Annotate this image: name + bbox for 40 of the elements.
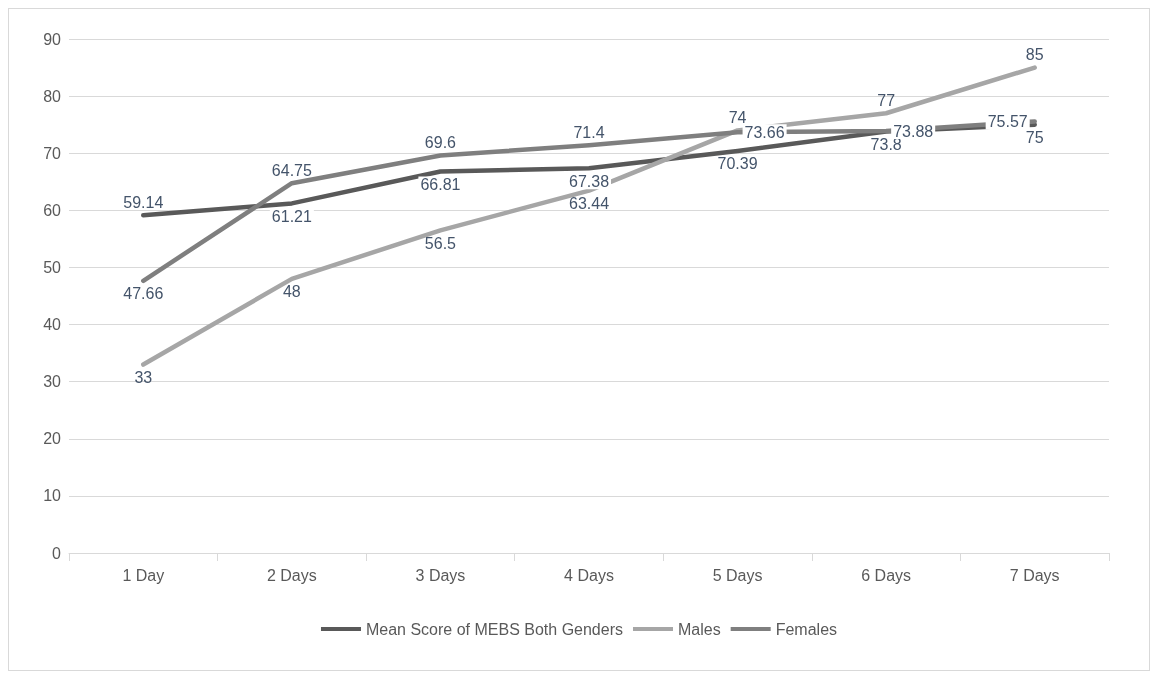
y-tick-label: 50	[43, 258, 62, 276]
y-tick-label: 90	[43, 30, 62, 48]
x-tick-label: 5 Days	[712, 566, 763, 584]
data-label: 61.21	[271, 207, 312, 225]
y-tick-label: 20	[43, 430, 62, 448]
data-label: 85	[1025, 46, 1044, 64]
legend-label: Mean Score of MEBS Both Genders	[365, 620, 623, 638]
data-label: 47.66	[123, 285, 164, 303]
x-tick-label: 2 Days	[266, 566, 317, 584]
data-label: 64.75	[271, 161, 312, 179]
data-label: 56.5	[424, 234, 457, 252]
data-label: 66.81	[420, 175, 461, 193]
legend-label: Males	[677, 620, 721, 638]
data-label: 63.44	[568, 195, 610, 213]
data-label: 71.4	[573, 123, 605, 141]
y-tick-label: 10	[43, 487, 62, 505]
data-label: 67.38	[568, 172, 610, 190]
data-label: 77	[877, 91, 896, 109]
y-tick-label: 30	[43, 373, 62, 391]
data-label: 59.14	[123, 193, 164, 211]
x-tick-label: 3 Days	[415, 566, 466, 584]
data-label: 73.88	[893, 122, 934, 140]
y-tick-label: 80	[43, 87, 62, 105]
data-label: 33	[134, 369, 153, 387]
data-label: 69.6	[424, 134, 457, 152]
data-label: 75.57	[987, 112, 1028, 130]
y-tick-label: 70	[43, 144, 62, 162]
x-tick-label: 1 Day	[122, 566, 165, 584]
x-tick-label: 4 Days	[564, 566, 614, 584]
legend-label: Females	[775, 620, 838, 638]
y-tick-label: 0	[52, 544, 62, 562]
x-tick-label: 7 Days	[1009, 566, 1060, 584]
x-tick-label: 6 Days	[861, 566, 912, 584]
data-label: 75	[1025, 129, 1044, 147]
data-label: 74	[728, 108, 747, 126]
data-label: 73.66	[744, 123, 785, 141]
data-label: 48	[282, 283, 301, 301]
y-tick-label: 60	[43, 201, 62, 219]
data-label: 70.39	[717, 155, 758, 173]
y-tick-label: 40	[43, 316, 62, 334]
